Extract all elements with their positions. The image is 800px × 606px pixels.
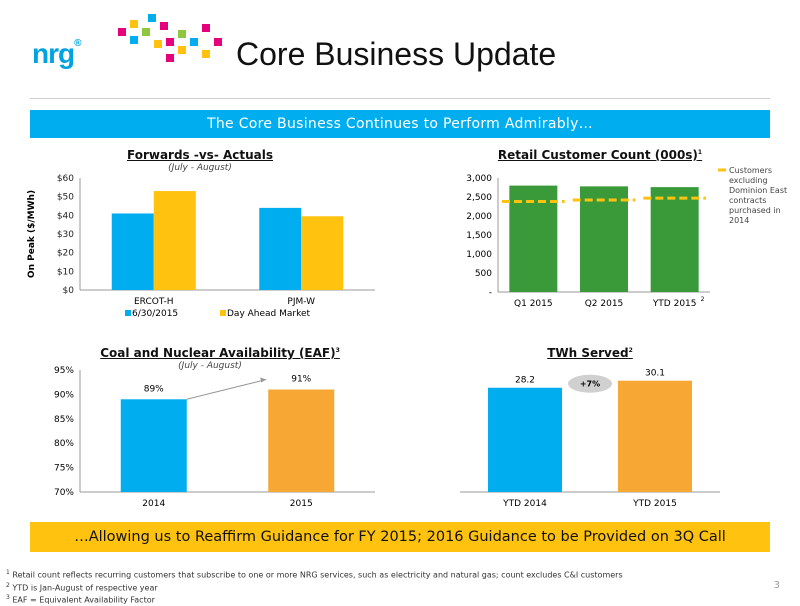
x-tick-label: 2015 xyxy=(290,499,313,509)
trend-arrow xyxy=(186,379,267,400)
bar-forward xyxy=(111,213,154,290)
growth-label: +7% xyxy=(580,380,600,389)
bar-twh xyxy=(488,387,562,492)
bar-customer-count xyxy=(580,186,628,292)
page-number: 3 xyxy=(773,580,780,591)
bar-day-ahead xyxy=(301,216,344,290)
y-tick-label: 85% xyxy=(54,415,74,425)
legend-label: excluding xyxy=(729,176,768,185)
retail-chart-title: Retail Customer Count (000s)1 xyxy=(497,148,703,162)
y-axis-label: On Peak ($/MWh) xyxy=(27,190,37,278)
twh-served-chart: 28.2 YTD 2014 30.1 YTD 2015 +7% xyxy=(460,369,720,509)
data-label: 28.2 xyxy=(515,376,535,386)
x-tick-label: Q1 2015 xyxy=(514,299,553,309)
y-tick-label: $20 xyxy=(57,249,74,259)
y-tick-label: 70% xyxy=(54,488,74,498)
trend-arrow-head xyxy=(260,377,267,383)
x-tick-label: YTD 2014 xyxy=(502,499,547,509)
y-tick-label: 1,000 xyxy=(466,250,492,260)
x-tick-label: 2014 xyxy=(142,499,165,509)
x-tick-label: YTD 2015 xyxy=(652,299,697,309)
y-tick-label: $40 xyxy=(57,211,74,221)
nrg-logo: nrg® xyxy=(32,38,82,69)
legend-label: Dominion East xyxy=(729,186,787,195)
forwards-chart-title: Forwards -vs- Actuals xyxy=(126,148,274,162)
guidance-banner: …Allowing us to Reaffirm Guidance for FY… xyxy=(30,522,770,552)
forwards-chart-subtitle: (July - August) xyxy=(168,163,232,173)
eaf-chart-title: Coal and Nuclear Availability (EAF)3 xyxy=(100,346,340,360)
bar-customer-count xyxy=(650,187,699,292)
y-tick-label: 500 xyxy=(475,269,492,279)
footnote-2: 2 YTD is Jan-August of respective year xyxy=(6,581,158,593)
bar-day-ahead xyxy=(153,191,196,290)
y-tick-label: 2,500 xyxy=(466,193,492,203)
y-tick-label: 2,000 xyxy=(466,212,492,222)
data-label: 91% xyxy=(291,375,311,385)
x-tick-label: ERCOT-H xyxy=(134,297,174,307)
y-tick-label: $60 xyxy=(57,174,74,184)
y-tick-label: 75% xyxy=(54,464,74,474)
y-tick-label: 80% xyxy=(54,439,74,449)
bar-twh xyxy=(618,380,692,492)
y-tick-label: $50 xyxy=(57,193,74,203)
data-label: 89% xyxy=(144,384,164,394)
forwards-vs-actuals-chart: $0 $10 $20 $30 $40 $50 $60 On Peak ($/MWh) ERCOT… xyxy=(27,174,375,319)
x-tick-label: PJM-W xyxy=(287,297,315,307)
x-tick-footnote: 2 xyxy=(701,296,705,303)
y-tick-label: $10 xyxy=(57,267,74,277)
y-tick-label: 90% xyxy=(54,390,74,400)
bar-customer-count xyxy=(509,185,558,292)
legend-label: 2014 xyxy=(729,216,749,225)
coal-nuclear-availability-chart: 70% 75% 80% 85% 90% 95% 89% 2014 91% 2015 xyxy=(54,366,375,509)
legend-swatch xyxy=(125,310,131,316)
data-label: 30.1 xyxy=(645,369,665,379)
page-title: Core Business Update xyxy=(236,36,557,72)
divider xyxy=(30,98,770,99)
x-tick-label: YTD 2015 xyxy=(632,499,677,509)
headline-banner: The Core Business Continues to Perform A… xyxy=(30,110,770,138)
logo-pattern-icon xyxy=(118,14,222,62)
bar-eaf xyxy=(120,399,187,492)
x-tick-label: Q2 2015 xyxy=(585,299,624,309)
footnote-1: 1 Retail count reflects recurring custom… xyxy=(6,569,623,580)
y-tick-label: $30 xyxy=(57,230,74,240)
legend-label: Day Ahead Market xyxy=(227,309,311,319)
legend-label: 6/30/2015 xyxy=(132,309,178,319)
retail-customer-count-chart: - 500 1,000 1,500 2,000 2,500 3,000 Q1 2015 Q2 2… xyxy=(466,166,787,309)
eaf-chart-subtitle: (July - August) xyxy=(178,361,242,371)
bar-forward xyxy=(259,207,302,290)
y-tick-label: - xyxy=(489,288,492,298)
y-tick-label: $0 xyxy=(63,286,75,296)
legend-label: purchased in xyxy=(729,206,781,215)
legend-swatch xyxy=(220,310,226,316)
legend-label: Customers xyxy=(729,166,772,175)
growth-bubble xyxy=(568,374,612,393)
bar-eaf xyxy=(268,389,335,492)
legend-label: contracts xyxy=(729,196,766,205)
footnotes: 1 Retail count reflects recurring custom… xyxy=(6,568,623,606)
y-tick-label: 95% xyxy=(54,366,74,376)
twh-chart-title: TWh Served2 xyxy=(547,346,633,360)
y-tick-label: 3,000 xyxy=(466,174,492,184)
y-tick-label: 1,500 xyxy=(466,231,492,241)
